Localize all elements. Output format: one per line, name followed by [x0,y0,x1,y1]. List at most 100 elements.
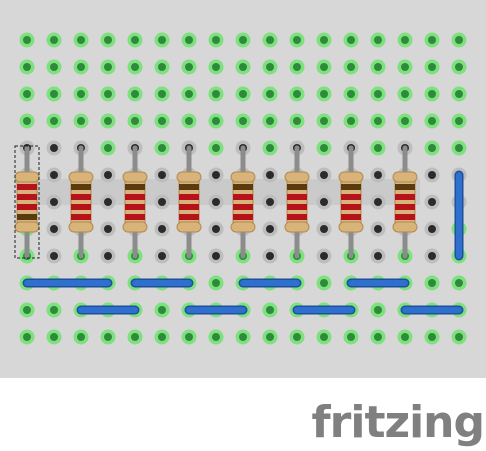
breadboard-hole[interactable] [262,32,278,48]
breadboard-hole[interactable] [154,194,170,210]
breadboard-hole[interactable] [46,248,62,264]
breadboard-hole[interactable] [397,113,413,129]
breadboard-hole[interactable] [208,32,224,48]
breadboard-hole[interactable] [370,113,386,129]
breadboard-hole[interactable] [46,86,62,102]
breadboard-hole[interactable] [316,113,332,129]
breadboard-hole[interactable] [370,221,386,237]
breadboard-hole[interactable] [208,194,224,210]
breadboard-hole[interactable] [451,140,467,156]
breadboard-hole[interactable] [397,329,413,345]
breadboard-hole[interactable] [343,86,359,102]
breadboard-hole[interactable] [73,86,89,102]
breadboard-hole[interactable] [289,86,305,102]
breadboard-hole[interactable] [343,59,359,75]
breadboard-hole[interactable] [73,113,89,129]
breadboard-hole[interactable] [100,194,116,210]
breadboard-hole[interactable] [424,275,440,291]
breadboard-hole[interactable] [235,329,251,345]
breadboard-hole[interactable] [370,59,386,75]
breadboard-hole[interactable] [100,167,116,183]
breadboard-hole[interactable] [208,329,224,345]
resistor[interactable] [230,145,256,259]
breadboard-hole[interactable] [235,32,251,48]
breadboard-hole[interactable] [19,329,35,345]
breadboard-hole[interactable] [262,221,278,237]
breadboard-hole[interactable] [127,32,143,48]
breadboard-hole[interactable] [46,302,62,318]
breadboard-hole[interactable] [316,59,332,75]
breadboard-hole[interactable] [19,32,35,48]
breadboard-hole[interactable] [208,275,224,291]
breadboard-hole[interactable] [424,329,440,345]
breadboard-hole[interactable] [73,59,89,75]
breadboard-hole[interactable] [19,302,35,318]
breadboard-hole[interactable] [235,86,251,102]
breadboard-hole[interactable] [262,113,278,129]
breadboard-hole[interactable] [154,329,170,345]
breadboard-hole[interactable] [127,59,143,75]
breadboard-hole[interactable] [73,329,89,345]
breadboard-hole[interactable] [262,59,278,75]
breadboard-hole[interactable] [316,86,332,102]
breadboard-hole[interactable] [316,221,332,237]
breadboard-hole[interactable] [46,329,62,345]
breadboard-hole[interactable] [370,86,386,102]
resistor[interactable] [68,145,94,259]
breadboard-hole[interactable] [424,194,440,210]
breadboard-hole[interactable] [370,302,386,318]
breadboard-hole[interactable] [154,167,170,183]
breadboard-hole[interactable] [424,140,440,156]
breadboard-hole[interactable] [343,32,359,48]
breadboard-hole[interactable] [343,329,359,345]
breadboard-hole[interactable] [370,140,386,156]
breadboard-hole[interactable] [154,221,170,237]
breadboard-hole[interactable] [46,59,62,75]
breadboard-hole[interactable] [73,32,89,48]
breadboard-hole[interactable] [316,275,332,291]
breadboard-hole[interactable] [181,86,197,102]
breadboard-hole[interactable] [46,140,62,156]
breadboard-hole[interactable] [181,329,197,345]
resistor[interactable] [338,145,364,259]
breadboard-hole[interactable] [316,167,332,183]
breadboard-hole[interactable] [208,167,224,183]
breadboard-hole[interactable] [208,86,224,102]
breadboard-hole[interactable] [370,329,386,345]
breadboard-hole[interactable] [154,86,170,102]
breadboard-hole[interactable] [262,194,278,210]
breadboard-hole[interactable] [100,59,116,75]
breadboard-hole[interactable] [262,167,278,183]
breadboard-hole[interactable] [127,86,143,102]
breadboard-hole[interactable] [289,32,305,48]
breadboard-hole[interactable] [451,59,467,75]
breadboard-hole[interactable] [19,113,35,129]
resistor[interactable] [122,145,148,259]
resistor[interactable] [392,145,418,259]
breadboard-hole[interactable] [316,32,332,48]
breadboard-hole[interactable] [100,248,116,264]
breadboard-hole[interactable] [370,194,386,210]
breadboard-hole[interactable] [397,32,413,48]
breadboard-hole[interactable] [100,86,116,102]
breadboard-hole[interactable] [208,221,224,237]
breadboard-hole[interactable] [451,329,467,345]
breadboard-hole[interactable] [370,167,386,183]
breadboard-hole[interactable] [154,113,170,129]
resistor[interactable] [284,145,310,259]
breadboard-hole[interactable] [289,329,305,345]
breadboard-hole[interactable] [235,113,251,129]
breadboard-hole[interactable] [451,113,467,129]
breadboard-hole[interactable] [181,113,197,129]
breadboard-hole[interactable] [100,329,116,345]
breadboard-hole[interactable] [127,113,143,129]
breadboard-hole[interactable] [289,113,305,129]
breadboard-hole[interactable] [451,86,467,102]
breadboard-hole[interactable] [208,248,224,264]
resistor[interactable] [176,145,202,259]
breadboard-hole[interactable] [424,86,440,102]
breadboard-hole[interactable] [262,248,278,264]
breadboard-hole[interactable] [262,329,278,345]
